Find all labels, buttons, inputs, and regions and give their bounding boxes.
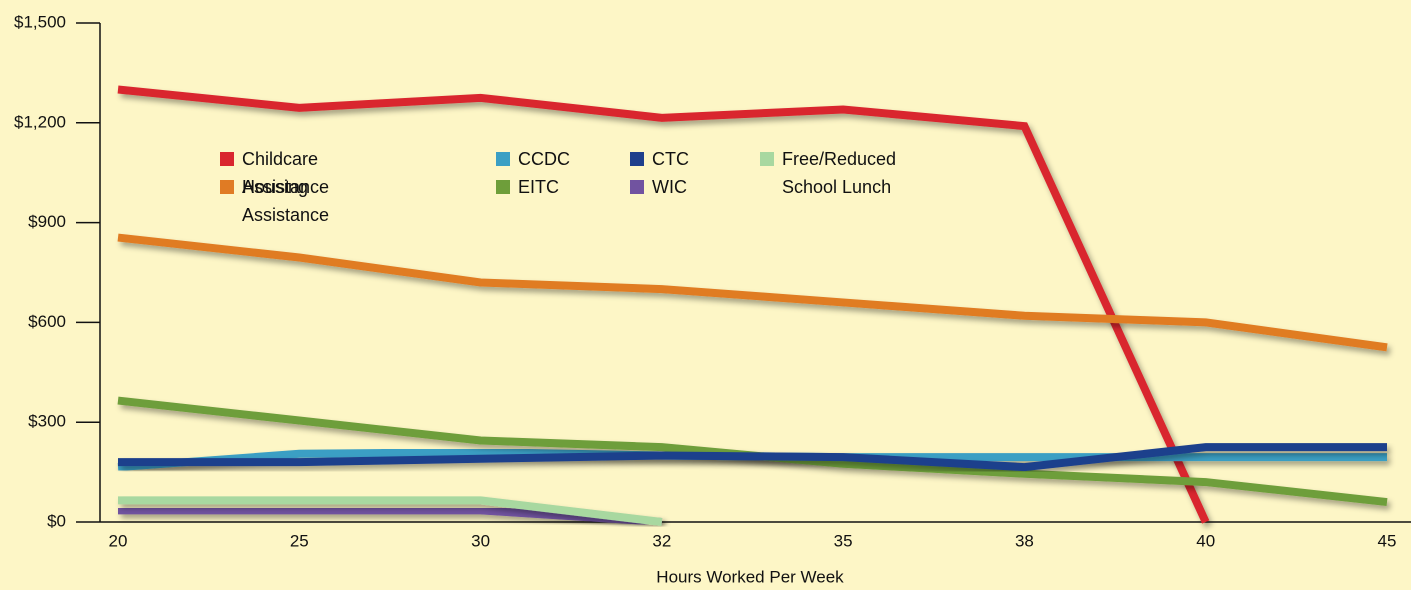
legend-swatch (220, 152, 234, 166)
legend-item: CCDC (496, 145, 630, 173)
legend-item: Childcare Assistance (220, 145, 496, 197)
series-line (118, 496, 663, 526)
legend-item: WIC (630, 173, 760, 201)
x-tick-label: 35 (834, 531, 853, 550)
series-line (117, 85, 1210, 524)
y-tick-label: $600 (28, 312, 66, 331)
y-tick-label: $1,200 (14, 112, 66, 131)
legend-item: Free/Reduced School Lunch (760, 145, 930, 201)
legend-item: EITC (496, 173, 630, 201)
legend-label: CCDC (518, 149, 570, 169)
x-tick-label: 25 (290, 531, 309, 550)
x-axis-label: Hours Worked Per Week (656, 567, 844, 586)
x-tick-label: 20 (109, 531, 128, 550)
y-tick-label: $300 (28, 412, 66, 431)
y-tick-label: $1,500 (14, 12, 66, 31)
legend-swatch (760, 152, 774, 166)
series-line (118, 506, 663, 526)
legend-item: Housing Assistance (220, 173, 496, 225)
legend-label: EITC (518, 177, 560, 197)
legend-swatch (220, 180, 234, 194)
legend-label: Childcare Assistance (242, 149, 330, 197)
series-line (118, 443, 1387, 472)
legend-label: Housing Assistance (242, 177, 330, 225)
x-tick-label: 30 (471, 531, 490, 550)
y-tick-label: $900 (28, 212, 66, 231)
x-tick-label: 32 (652, 531, 671, 550)
legend-item: CTC (630, 145, 760, 173)
x-tick-label: 45 (1378, 531, 1397, 550)
legend-swatch (630, 152, 644, 166)
legend-label: CTC (652, 149, 689, 169)
legend-label: Free/Reduced School Lunch (782, 149, 897, 197)
legend: Childcare Assistance Housing Assistance CC… (220, 145, 930, 225)
legend-swatch (630, 180, 644, 194)
x-tick-label: 40 (1196, 531, 1215, 550)
x-tick-label: 38 (1015, 531, 1034, 550)
y-tick-label: $0 (47, 511, 66, 530)
series-line (117, 233, 1388, 352)
legend-label: WIC (652, 177, 687, 197)
legend-swatch (496, 152, 510, 166)
legend-swatch (496, 180, 510, 194)
